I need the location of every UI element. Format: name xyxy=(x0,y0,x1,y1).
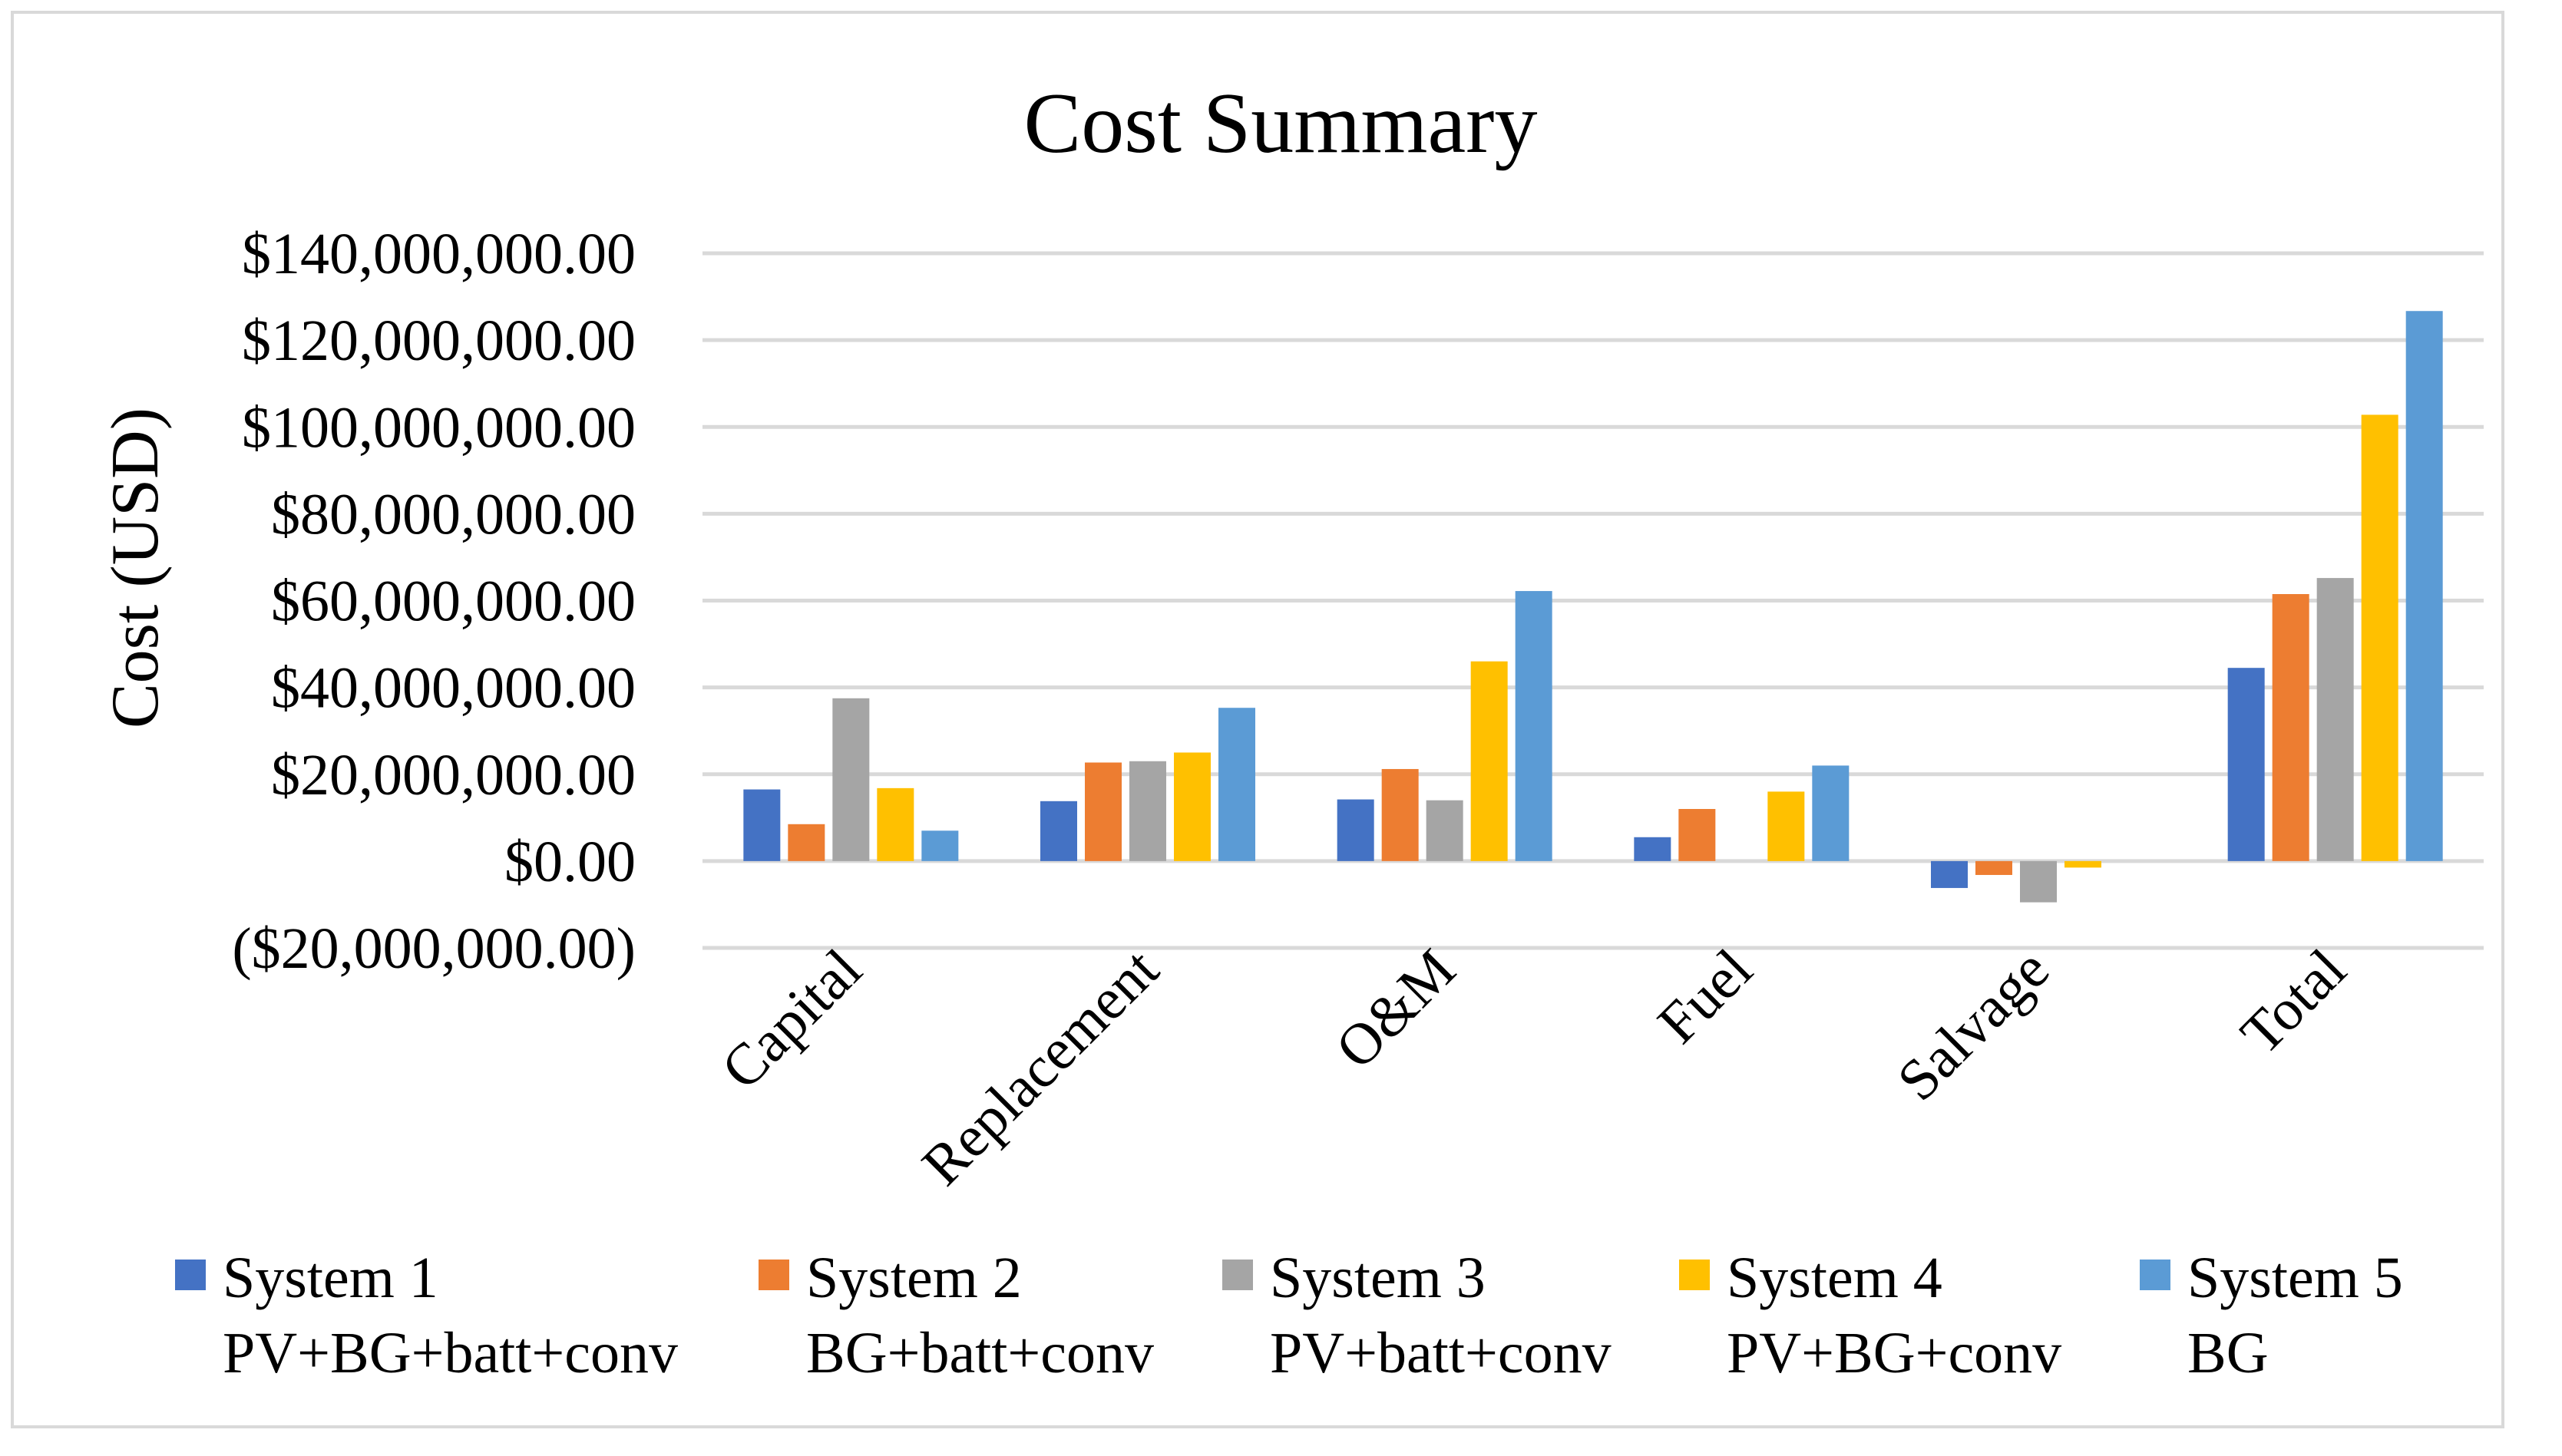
gridlines xyxy=(702,251,2484,950)
bar xyxy=(2020,860,2057,903)
y-tick-label: $60,000,000.00 xyxy=(271,570,636,634)
legend-swatch xyxy=(175,1260,206,1290)
y-tick-label: $100,000,000.00 xyxy=(242,395,636,460)
legend-item: System 1 PV+BG+batt+conv xyxy=(175,1246,678,1385)
legend-item: System 5 BG xyxy=(2140,1246,2403,1385)
legend-label: System 3 xyxy=(1270,1246,1486,1310)
bar xyxy=(1678,809,1716,861)
bar xyxy=(788,824,825,861)
y-tick-label: $40,000,000.00 xyxy=(271,656,636,721)
x-tick-label: Capital xyxy=(709,937,874,1102)
legend-swatch xyxy=(2140,1260,2170,1290)
bars xyxy=(743,311,2443,903)
chart-frame xyxy=(11,11,2504,1428)
chart-title: Cost Summary xyxy=(1024,76,1538,171)
bar xyxy=(1085,762,1122,861)
bar xyxy=(1767,791,1805,861)
x-tick-label: O&M xyxy=(1324,937,1468,1081)
bar xyxy=(2227,668,2265,861)
legend-label: System 4 xyxy=(1727,1246,1942,1310)
x-tick-label: Replacement xyxy=(910,937,1171,1198)
legend-label: System 2 xyxy=(806,1246,1022,1310)
bar xyxy=(1381,768,1419,861)
bar xyxy=(1426,800,1463,861)
x-tick-label: Total xyxy=(2229,937,2359,1067)
legend-item: System 4 PV+BG+conv xyxy=(1679,1246,2061,1385)
bar xyxy=(1634,837,1671,861)
legend: System 1 PV+BG+batt+conv System 2 BG+batt+c… xyxy=(175,1246,2403,1385)
bar xyxy=(1218,708,1255,861)
legend-label-line2: PV+BG+batt+conv xyxy=(223,1321,678,1385)
bar xyxy=(2064,860,2101,868)
legend-label: System 1 xyxy=(223,1246,438,1310)
bar xyxy=(743,789,781,861)
bar xyxy=(921,830,959,861)
y-tick-labels: $140,000,000.00 $120,000,000.00 $100,000,0… xyxy=(232,222,636,981)
bar xyxy=(1812,765,1850,861)
y-tick-label: ($20,000,000.00) xyxy=(232,916,636,981)
bar xyxy=(1975,860,2012,875)
legend-swatch xyxy=(1679,1260,1710,1290)
legend-label-line2: BG xyxy=(2187,1321,2269,1385)
y-tick-label: $80,000,000.00 xyxy=(271,482,636,546)
bar xyxy=(1174,752,1211,861)
legend-label-line2: PV+batt+conv xyxy=(1270,1321,1612,1385)
bar xyxy=(2361,414,2398,861)
bar xyxy=(1470,661,1508,861)
legend-label-line2: PV+BG+conv xyxy=(1727,1321,2061,1385)
bar xyxy=(2272,594,2309,861)
legend-swatch xyxy=(1222,1260,1253,1290)
x-tick-label: Fuel xyxy=(1645,937,1764,1056)
legend-item: System 2 BG+batt+conv xyxy=(759,1246,1154,1385)
legend-item: System 3 PV+batt+conv xyxy=(1222,1246,1612,1385)
y-tick-label: $0.00 xyxy=(504,830,636,894)
x-tick-label: Salvage xyxy=(1885,937,2061,1114)
x-tick-labels: Capital Replacement O&M Fuel Salvage Total xyxy=(709,937,2359,1198)
bar xyxy=(832,698,870,861)
y-tick-label: $140,000,000.00 xyxy=(242,222,636,286)
y-axis-label: Cost (USD) xyxy=(98,408,173,728)
bar xyxy=(2316,578,2354,861)
legend-label-line2: BG+batt+conv xyxy=(806,1321,1154,1385)
bar xyxy=(1515,591,1552,861)
y-tick-label: $120,000,000.00 xyxy=(242,309,636,373)
legend-swatch xyxy=(759,1260,789,1290)
bar xyxy=(877,787,914,861)
bar xyxy=(1040,801,1077,861)
legend-label: System 5 xyxy=(2187,1246,2403,1310)
bar xyxy=(1931,860,1968,888)
y-tick-label: $20,000,000.00 xyxy=(271,743,636,807)
bar xyxy=(1337,799,1374,861)
bar xyxy=(1129,761,1166,861)
bar xyxy=(2405,311,2443,861)
